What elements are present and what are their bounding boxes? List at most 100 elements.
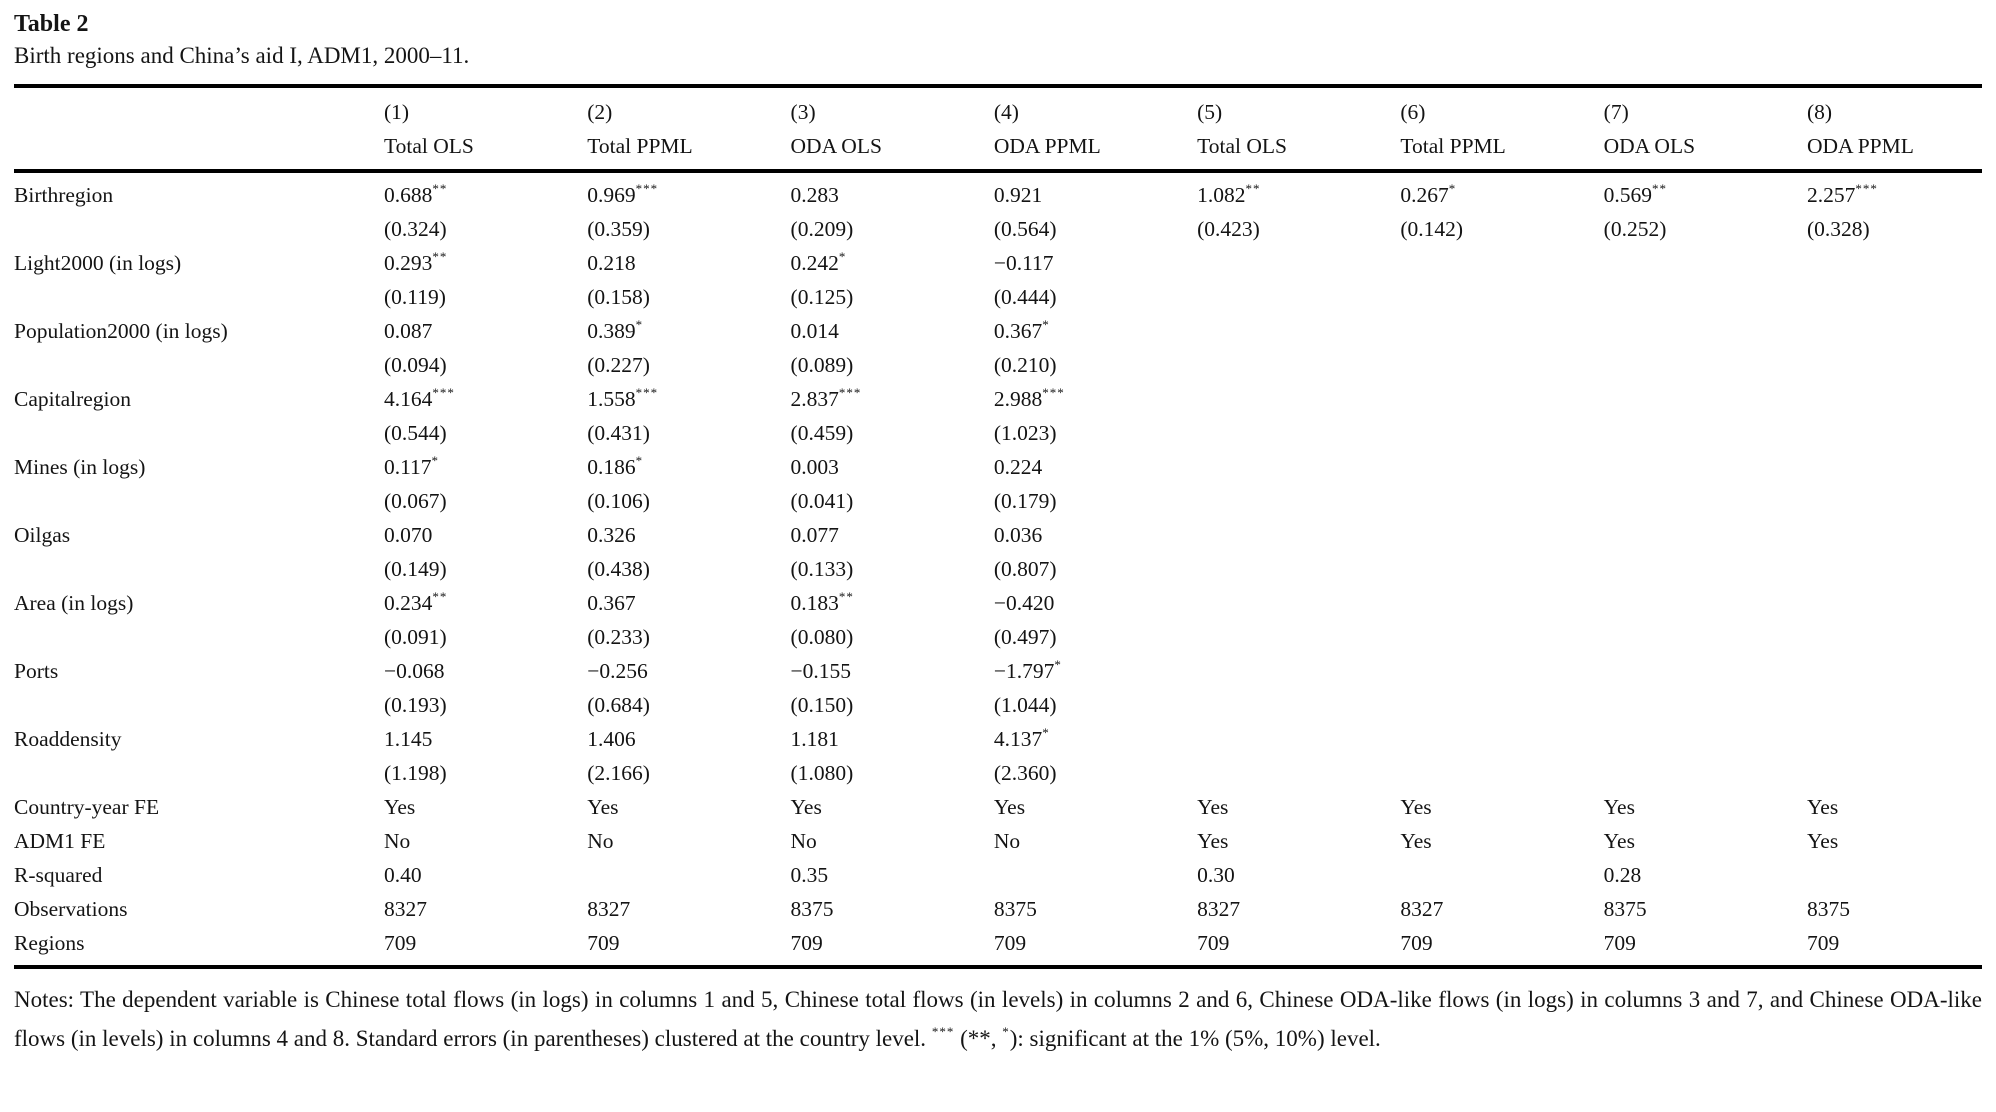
row-label: Population2000 (in logs) — [14, 319, 228, 343]
summary-value-cell: 709 — [1197, 926, 1401, 969]
coefficient-row: Capitalregion 4.164*** 1.558*** 2.837*** 2.9… — [14, 382, 1982, 416]
standard-error-cell: (1.044) — [993, 693, 1057, 717]
coefficient-cell — [1197, 246, 1400, 280]
coefficient-cell: 2.988*** — [993, 385, 1065, 411]
standard-error-cell — [1400, 280, 1603, 314]
summary-value-cell: 8375 — [1806, 897, 1850, 921]
column-model: ODA OLS — [790, 129, 994, 173]
standard-error-cell — [1604, 484, 1807, 518]
summary-value-cell: 709 — [1603, 926, 1807, 969]
coefficient-cell — [1807, 314, 1982, 348]
significance-stars: ** — [1245, 181, 1261, 196]
column-model: Total OLS — [1197, 129, 1401, 173]
coefficient-row: Mines (in logs) 0.117* 0.186* 0.003 0.224 — [14, 450, 1982, 484]
standard-error-cell — [1604, 280, 1807, 314]
significance-stars: ** — [838, 589, 854, 604]
standard-error-cell — [1807, 688, 1982, 722]
column-model: ODA OLS — [1603, 129, 1807, 173]
standard-error-cell: (0.158) — [587, 285, 650, 309]
standard-error-cell — [1807, 280, 1982, 314]
coefficient-cell — [1197, 314, 1400, 348]
standard-error-cell: (0.179) — [993, 489, 1057, 513]
standard-error-cell: (0.684) — [587, 693, 650, 717]
coefficient-row: Oilgas 0.070 0.326 0.077 0.036 — [14, 518, 1982, 552]
summary-value-cell: 0.30 — [1197, 863, 1235, 887]
summary-value-cell: No — [790, 829, 817, 853]
coefficient-cell: −0.155 — [790, 659, 852, 683]
standard-error-cell: (0.444) — [993, 285, 1057, 309]
summary-value-cell: Yes — [383, 795, 416, 819]
standard-error-cell: (0.080) — [790, 625, 854, 649]
coefficient-cell: −0.420 — [993, 591, 1055, 615]
coefficient-cell: 0.367* — [993, 317, 1050, 343]
coefficient-cell — [1400, 518, 1603, 552]
standard-error-cell — [1197, 484, 1400, 518]
summary-value-cell: No — [993, 829, 1021, 853]
standard-error-row: (0.324) (0.359) (0.209) (0.564) (0.423) (0.14… — [14, 212, 1982, 246]
summary-value-cell: 8327 — [1197, 897, 1241, 921]
column-number: (2) — [587, 100, 613, 124]
coefficient-cell: 0.326 — [587, 523, 636, 547]
standard-error-cell: (1.080) — [790, 761, 854, 785]
column-model: Total PPML — [1400, 129, 1604, 173]
coefficient-cell: −0.117 — [993, 251, 1054, 275]
significance-stars: * — [1002, 1023, 1010, 1039]
row-label-spacer — [14, 416, 384, 450]
standard-error-row: (0.119) (0.158) (0.125) (0.444) — [14, 280, 1982, 314]
summary-value-cell: 709 — [1400, 926, 1604, 969]
standard-error-cell — [1604, 552, 1807, 586]
standard-error-row: (0.067) (0.106) (0.041) (0.179) — [14, 484, 1982, 518]
coefficient-cell — [1807, 382, 1982, 416]
row-label: Mines (in logs) — [14, 455, 146, 479]
table-caption: Birth regions and China’s aid I, ADM1, 2… — [14, 43, 470, 68]
coefficient-cell: 0.224 — [993, 455, 1043, 479]
standard-error-row: (0.094) (0.227) (0.089) (0.210) — [14, 348, 1982, 382]
standard-error-cell: (0.041) — [790, 489, 854, 513]
standard-error-cell: (0.150) — [790, 693, 854, 717]
column-model: ODA PPML — [993, 129, 1198, 173]
coefficient-row: Area (in logs) 0.234** 0.367 0.183** −0.420 — [14, 586, 1982, 620]
standard-error-cell — [1807, 552, 1982, 586]
column-number: (3) — [790, 100, 816, 124]
summary-value-cell: 709 — [993, 926, 1198, 969]
summary-row-label: Regions — [14, 926, 384, 969]
summary-value-cell: 8375 — [993, 897, 1037, 921]
standard-error-cell: (0.091) — [383, 625, 447, 649]
coefficient-cell — [1604, 314, 1807, 348]
coefficient-cell — [1197, 586, 1400, 620]
significance-stars: *** — [432, 385, 455, 400]
standard-error-cell — [1197, 348, 1400, 382]
coefficient-cell — [1604, 382, 1807, 416]
summary-value-cell: Yes — [1603, 829, 1635, 853]
column-number: (8) — [1806, 100, 1833, 124]
summary-value-cell: 8375 — [1603, 897, 1647, 921]
summary-value-cell: 8375 — [790, 897, 834, 921]
summary-value-cell — [1807, 858, 1982, 892]
summary-value-cell: Yes — [1806, 829, 1839, 853]
coefficient-cell: −1.797* — [993, 657, 1062, 683]
coefficient-cell — [1197, 382, 1400, 416]
coefficient-cell — [1400, 586, 1603, 620]
standard-error-cell: (2.166) — [587, 761, 650, 785]
summary-value-cell: 0.28 — [1603, 863, 1642, 887]
standard-error-cell: (0.142) — [1400, 217, 1464, 241]
coefficient-cell — [1400, 450, 1603, 484]
coefficient-cell — [1604, 450, 1807, 484]
row-label: Roaddensity — [14, 727, 122, 751]
coefficient-row: Population2000 (in logs) 0.087 0.389* 0.014… — [14, 314, 1982, 348]
standard-error-cell: (0.459) — [790, 421, 854, 445]
standard-error-cell — [1807, 620, 1982, 654]
column-model: ODA PPML — [1806, 129, 1982, 173]
coefficient-cell: −0.068 — [383, 659, 445, 683]
standard-error-cell — [1604, 348, 1807, 382]
standard-error-cell — [1197, 416, 1400, 450]
significance-stars: * — [1448, 181, 1457, 196]
coefficient-cell — [1400, 246, 1603, 280]
header-label-spacer — [14, 129, 384, 173]
row-label-spacer — [14, 212, 384, 246]
significance-stars: * — [1054, 657, 1062, 672]
coefficient-cell: 0.569** — [1603, 181, 1668, 207]
summary-row-label: ADM1 FE — [14, 829, 106, 853]
summary-value-cell: 709 — [587, 926, 791, 969]
coefficient-cell: 0.283 — [790, 183, 839, 207]
